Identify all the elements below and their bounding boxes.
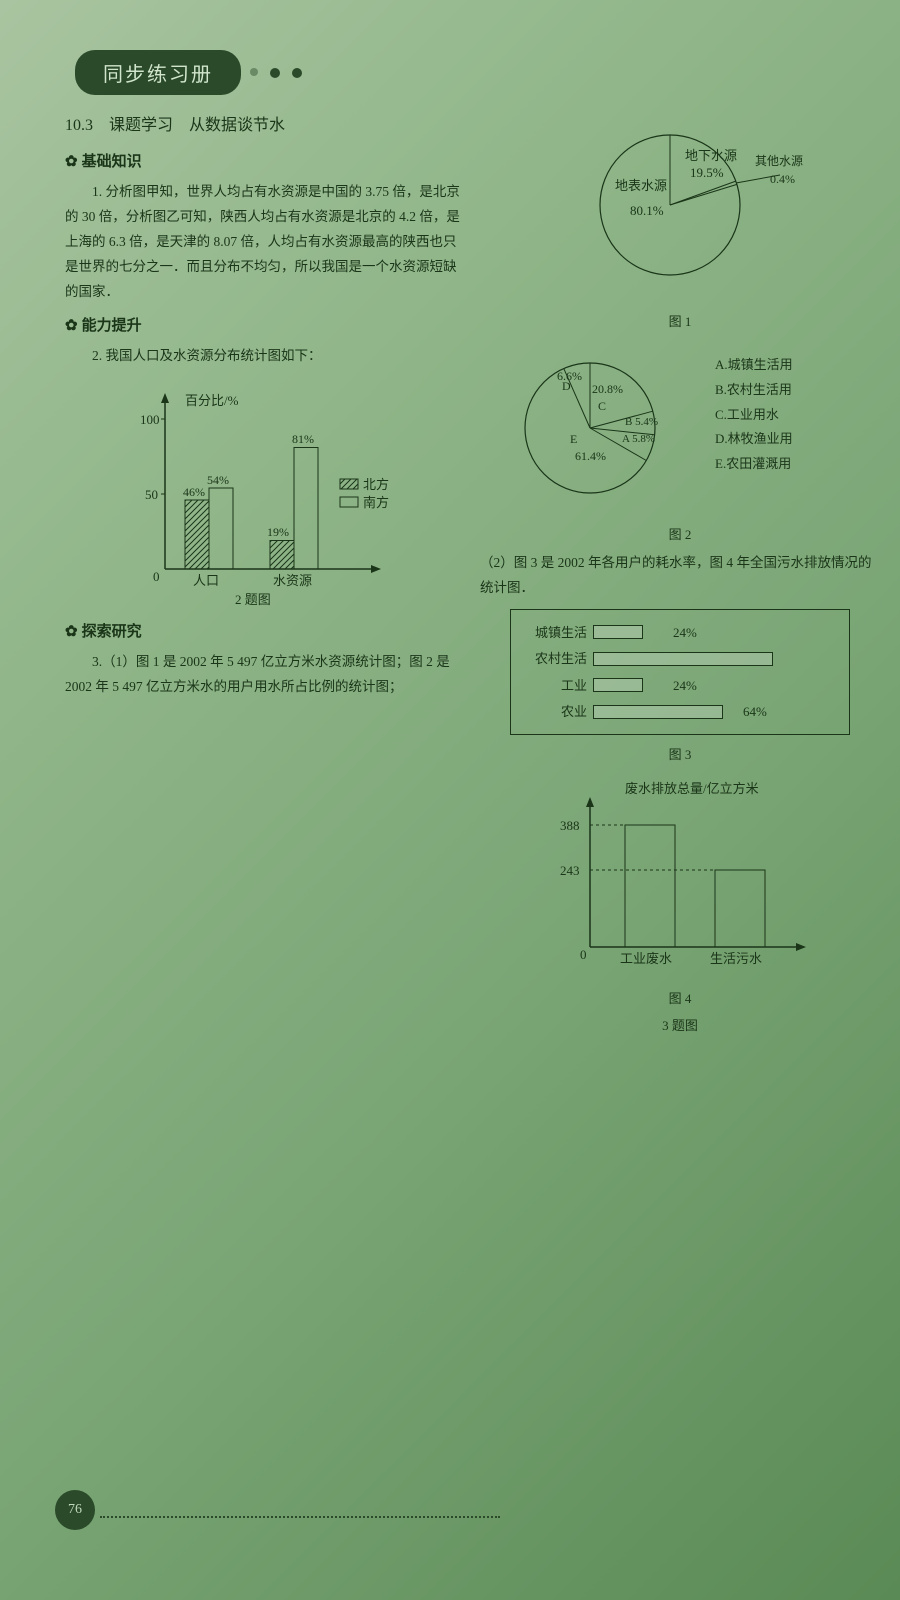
svg-text:地表水源: 地表水源 xyxy=(615,178,667,193)
svg-text:100: 100 xyxy=(140,412,160,427)
fig4-caption: 图 4 xyxy=(480,987,880,1010)
svg-text:81%: 81% xyxy=(292,432,314,446)
q3b-text: （2）图 3 是 2002 年各用户的耗水率，图 4 年全国污水排放情况的统计图… xyxy=(480,551,880,601)
fig2-caption: 图 2 xyxy=(480,523,880,546)
fig3-table: 城镇生活24% 农村生活 工业24% 农业64% xyxy=(510,609,850,736)
svg-text:工业废水: 工业废水 xyxy=(620,951,672,966)
svg-text:其他水源: 其他水源 xyxy=(755,154,803,168)
page-number: 76 xyxy=(55,1490,95,1530)
svg-text:19.5%: 19.5% xyxy=(690,165,724,180)
header-badge: 同步练习册 xyxy=(75,50,241,95)
svg-text:20.8%: 20.8% xyxy=(592,382,623,396)
q2-text: 2. 我国人口及水资源分布统计图如下： xyxy=(65,344,465,369)
q3a-text: 3.（1）图 1 是 2002 年 5 497 亿立方米水资源统计图；图 2 是… xyxy=(65,650,465,700)
svg-text:0.4%: 0.4% xyxy=(770,172,795,186)
svg-text:0: 0 xyxy=(153,569,160,584)
svg-text:水资源: 水资源 xyxy=(273,573,312,588)
left-column: 10.3 课题学习 从数据谈节水 基础知识 1. 分析图甲知，世界人均占有水资源… xyxy=(65,100,465,1041)
svg-text:百分比/%: 百分比/% xyxy=(185,393,239,408)
svg-text:B 5.4%: B 5.4% xyxy=(625,416,658,428)
svg-text:2 题图: 2 题图 xyxy=(235,592,271,607)
svg-text:地下水源: 地下水源 xyxy=(685,148,737,163)
q3-overall-caption: 3 题图 xyxy=(480,1014,880,1037)
svg-text:50: 50 xyxy=(145,487,158,502)
q1-text: 1. 分析图甲知，世界人均占有水资源是中国的 3.75 倍，是北京的 30 倍，… xyxy=(65,180,465,305)
page-content: 10.3 课题学习 从数据谈节水 基础知识 1. 分析图甲知，世界人均占有水资源… xyxy=(65,100,880,1041)
heading-ability: 能力提升 xyxy=(65,313,465,340)
pie-chart-2: 6.6% 20.8% D C B 5.4% A 5.8% E 61.4% xyxy=(490,343,710,513)
lesson-title: 10.3 课题学习 从数据谈节水 xyxy=(65,112,465,141)
heading-basic: 基础知识 xyxy=(65,149,465,176)
svg-text:A 5.8%: A 5.8% xyxy=(622,433,655,445)
svg-text:南方: 南方 xyxy=(363,495,389,510)
svg-text:E: E xyxy=(570,432,577,446)
right-column: 地表水源 80.1% 地下水源 19.5% 其他水源 0.4% 图 1 xyxy=(480,100,880,1041)
header-dots xyxy=(250,68,302,78)
pie-chart-1: 地表水源 80.1% 地下水源 19.5% 其他水源 0.4% xyxy=(520,110,840,300)
svg-text:80.1%: 80.1% xyxy=(630,203,664,218)
svg-text:0: 0 xyxy=(580,947,587,962)
bar-chart-q2: 百分比/% 100 50 0 46% 54% 人口 19 xyxy=(115,379,415,609)
svg-text:243: 243 xyxy=(560,863,580,878)
fig1-caption: 图 1 xyxy=(480,310,880,333)
footer-dots xyxy=(100,1516,500,1518)
svg-text:388: 388 xyxy=(560,818,580,833)
fig3-caption: 图 3 xyxy=(480,743,880,766)
heading-explore: 探索研究 xyxy=(65,619,465,646)
svg-text:北方: 北方 xyxy=(363,477,389,492)
svg-text:废水排放总量/亿立方米: 废水排放总量/亿立方米 xyxy=(625,781,759,796)
svg-text:61.4%: 61.4% xyxy=(575,449,606,463)
svg-text:19%: 19% xyxy=(267,525,289,539)
pie2-legend: A.城镇生活用 B.农村生活用 C.工业用水 D.林牧渔业用 E.农田灌溉用 xyxy=(715,353,793,476)
svg-text:人口: 人口 xyxy=(193,573,219,588)
svg-text:C: C xyxy=(598,399,606,413)
svg-text:D: D xyxy=(562,379,571,393)
svg-text:生活污水: 生活污水 xyxy=(710,951,762,966)
svg-text:46%: 46% xyxy=(183,485,205,499)
bar-chart-fig4: 废水排放总量/亿立方米 0 388 243 工业废水 生活污水 xyxy=(530,777,830,977)
svg-text:54%: 54% xyxy=(207,473,229,487)
